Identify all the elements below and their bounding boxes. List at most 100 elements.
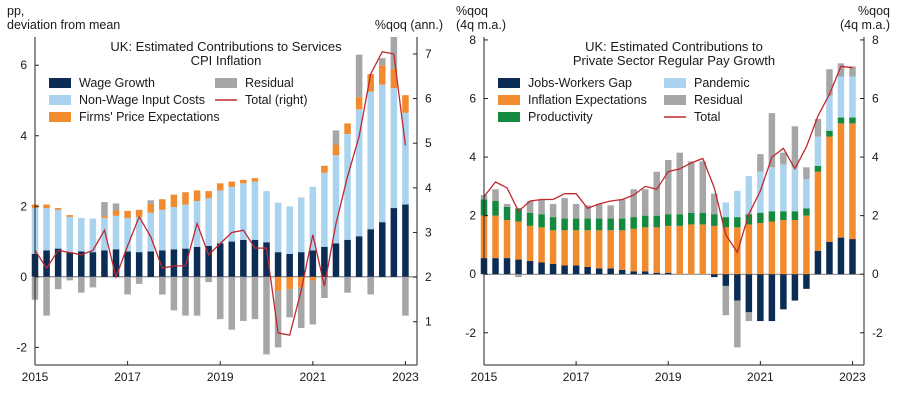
chart-2-bar-residual-29 [814,119,822,137]
chart-2-title-line-1: Private Sector Regular Pay Growth [573,53,775,68]
chart-1-bar-residual-2 [54,276,62,290]
chart-2-bar-pandemic-21 [722,202,730,218]
chart-2-bar-jobs-workers-gap-10 [595,268,603,275]
chart-1-bar-non-wage-input-costs-21 [274,202,282,253]
chart-2-bar-residual-32 [849,66,856,77]
chart-2-bar-inflation-expectations-27 [791,220,799,275]
chart-1-legend-non-wage-input-costs-label: Non-Wage Input Costs [79,93,205,107]
chart-1-bar-firms-price-expectations-22 [286,276,293,290]
chart-2-bar-productivity-26 [780,211,787,221]
chart-2-bar-residual-27 [791,126,799,168]
chart-1-bar-non-wage-input-costs-27 [344,133,351,240]
chart-2-bar-residual-31 [837,63,845,77]
chart-1-bar-residual-24 [309,280,317,325]
chart-2-bar-productivity-5 [538,214,545,228]
chart-1-bar-firms-price-expectations-27 [344,123,351,134]
chart-1-bar-firms-price-expectations-10 [147,203,155,213]
chart-2-xtick-label-0: 2015 [471,370,498,384]
chart-2-bar-inflation-expectations-4 [526,225,534,262]
chart-1-bar-non-wage-input-costs-8 [124,217,131,252]
chart-2-bar-pandemic-28 [803,179,810,209]
chart-1-title-line-1: CPI Inflation [191,53,262,68]
chart-2-legend-jobs-workers-gap-label: Jobs-Workers Gap [528,76,632,90]
chart-1-bar-residual-32 [402,276,409,316]
chart-2-bar-pandemic-31 [837,76,845,118]
chart-2-bar-residual-11 [607,205,614,219]
chart-1-legend-firms-price-expectations-label: Firms' Price Expectations [79,110,220,124]
chart-1-legend-firms-price-expectations-swatch [49,112,71,122]
chart-2-y2tick-label-3: 4 [872,150,879,164]
chart-2-bar-residual-28 [803,167,810,180]
chart-2-ytick-label-0: -2 [465,326,476,340]
chart-1-bar-residual-18 [240,276,247,321]
chart-1-left-unit-0: pp, [7,4,24,18]
chart-1-bar-wage-growth-4 [78,251,85,277]
chart-2-y2tick-label-5: 8 [872,33,879,47]
chart-1-bar-residual-27 [344,276,351,293]
chart-1-bar-non-wage-input-costs-31 [390,88,398,209]
chart-1-bar-residual-21 [274,290,282,348]
chart-2-bar-pandemic-30 [826,95,833,131]
chart-1-bar-non-wage-input-costs-12 [170,206,178,250]
chart-2-legend-productivity-swatch [498,112,520,122]
chart-2-bar-productivity-10 [595,218,603,231]
chart-1-y2tick-label-3: 4 [425,181,432,195]
chart-2-bar-inflation-expectations-2 [503,220,511,259]
chart-1-bar-firms-price-expectations-32 [402,95,409,113]
chart-1-bar-wage-growth-17 [228,241,236,277]
chart-2-bar-jobs-workers-gap-27 [791,274,799,301]
chart-1-bar-firms-price-expectations-17 [228,181,236,187]
chart-1-bar-firms-price-expectations-15 [205,191,212,199]
chart-2-bar-jobs-workers-gap-22 [734,274,741,301]
chart-2-bar-inflation-expectations-31 [837,123,845,238]
chart-1-bar-wage-growth-20 [263,242,270,277]
chart-1-bar-wage-growth-6 [101,250,108,277]
chart-2-bar-jobs-workers-gap-14 [641,271,649,275]
chart-2-bar-residual-9 [584,205,591,219]
chart-2-bar-productivity-2 [503,206,511,221]
chart-1-legend-residual-label: Residual [245,76,294,90]
chart-1-bar-residual-30 [379,58,386,66]
chart-2-bar-jobs-workers-gap-6 [549,263,557,275]
chart-2-bar-residual-17 [676,152,684,215]
chart-1-bar-wage-growth-3 [66,252,73,277]
chart-2-bar-inflation-expectations-11 [607,230,614,269]
chart-2-bar-jobs-workers-gap-32 [849,239,856,275]
chart-1-bar-wage-growth-8 [124,251,131,277]
chart-2-right-unit-0: %qoq [858,4,890,18]
chart-1-bar-wage-growth-19 [251,239,259,277]
chart-1-bar-residual-16 [216,276,224,320]
chart-1-bar-non-wage-input-costs-29 [367,91,374,230]
chart-1-bar-firms-price-expectations-2 [54,208,62,210]
chart-1-xtick-label-4: 2023 [392,370,419,384]
chart-1-xtick-label-1: 2017 [114,370,141,384]
chart-1-bar-wage-growth-27 [344,239,351,277]
chart-2-bar-inflation-expectations-30 [826,136,833,242]
chart-2-bar-productivity-29 [814,165,822,172]
chart-1-bar-residual-9 [135,276,143,284]
chart-2-bar-residual-15 [653,171,660,216]
chart-1-bar-firms-price-expectations-12 [170,194,178,207]
chart-1-bar-non-wage-input-costs-11 [159,209,166,251]
chart-1-bar-non-wage-input-costs-30 [379,84,386,223]
chart-2-bar-productivity-25 [768,211,776,222]
chart-1-bar-non-wage-input-costs-10 [147,212,155,252]
chart-2-bar-productivity-17 [676,214,684,226]
chart-1-bar-non-wage-input-costs-19 [251,181,259,240]
chart-1-bar-firms-price-expectations-13 [182,192,189,205]
chart-2-bar-productivity-9 [584,218,591,231]
chart-2-title-line-0: UK: Estimated Contributions to [585,39,763,54]
chart-1-ytick-label-4: 6 [20,58,27,72]
chart-1-bar-residual-17 [228,276,236,330]
chart-2-bar-inflation-expectations-19 [699,224,707,275]
chart-1-left-unit-1: deviation from mean [7,18,120,32]
chart-2-bar-inflation-expectations-17 [676,225,684,275]
chart-2-bar-jobs-workers-gap-9 [584,266,591,275]
chart-2-bar-jobs-workers-gap-20 [711,274,718,278]
chart-2-bar-inflation-expectations-32 [849,123,856,240]
chart-2-ytick-label-4: 6 [469,92,476,106]
chart-2-ytick-label-3: 4 [469,150,476,164]
chart-1-bar-non-wage-input-costs-4 [78,217,85,252]
chart-1-bar-non-wage-input-costs-17 [228,186,236,242]
chart-1-bar-wage-growth-15 [205,245,212,277]
